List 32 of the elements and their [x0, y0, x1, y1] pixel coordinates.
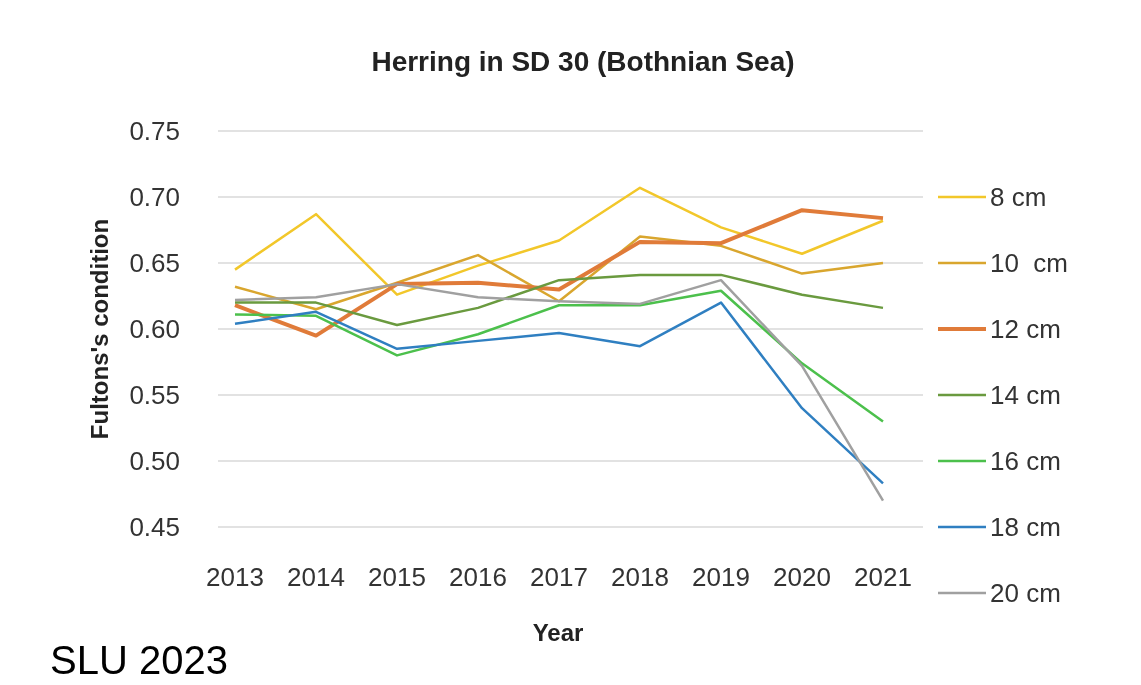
legend-label: 12 cm — [990, 314, 1061, 345]
y-tick-label: 0.70 — [129, 182, 180, 213]
line-series — [233, 186, 885, 296]
x-tick-label: 2013 — [206, 562, 264, 592]
legend-label: 10 cm — [990, 248, 1069, 279]
y-tick-label: 0.65 — [129, 248, 180, 279]
y-tick-label: 0.50 — [129, 446, 180, 477]
x-tick-label: 2014 — [287, 562, 345, 592]
legend-label: 20 cm — [990, 578, 1061, 609]
x-tick-label: 2021 — [854, 562, 912, 592]
x-axis-title: Year — [532, 619, 584, 646]
line-series — [233, 278, 885, 502]
legend-label: 8 cm — [990, 182, 1047, 213]
y-tick-label: 0.55 — [129, 380, 180, 411]
line-series — [233, 208, 885, 338]
y-tick-label: 0.45 — [129, 512, 180, 543]
y-axis-title: Fultons's condition — [86, 218, 113, 440]
y-tick-label: 0.60 — [129, 314, 180, 345]
text: SLU 2023 — [50, 638, 228, 682]
x-tick-label: 2020 — [773, 562, 831, 592]
y-tick-label: 0.75 — [129, 116, 180, 147]
x-tick-label: 2017 — [530, 562, 588, 592]
legend-label: 16 cm — [990, 446, 1061, 477]
legend-label: 14 cm — [990, 380, 1061, 411]
legend-label: 18 cm — [990, 512, 1061, 543]
line-series — [233, 273, 885, 327]
line-series — [233, 301, 885, 485]
x-tick-label: 2018 — [611, 562, 669, 592]
x-tick-label: 2015 — [368, 562, 426, 592]
chart-title: Herring in SD 30 (Bothnian Sea) — [371, 46, 795, 77]
x-tick-label: 2019 — [692, 562, 750, 592]
x-tick-label: 2016 — [449, 562, 507, 592]
